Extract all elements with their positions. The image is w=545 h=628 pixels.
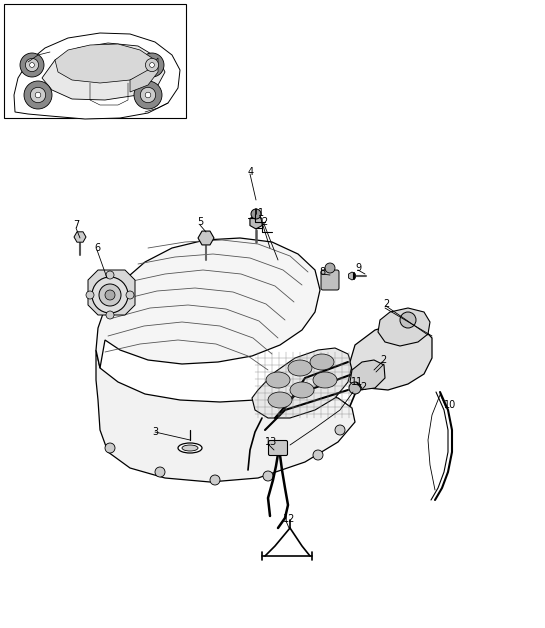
- Text: 10: 10: [444, 400, 456, 410]
- Text: 7: 7: [73, 220, 79, 230]
- Text: 9: 9: [355, 263, 361, 273]
- Text: 12: 12: [283, 514, 295, 524]
- Text: 2: 2: [261, 217, 267, 227]
- Circle shape: [126, 291, 134, 299]
- Circle shape: [145, 92, 151, 98]
- Text: 6: 6: [94, 243, 100, 253]
- Circle shape: [140, 87, 156, 103]
- Polygon shape: [130, 58, 158, 92]
- Text: 1: 1: [258, 208, 264, 218]
- Circle shape: [140, 53, 164, 77]
- Ellipse shape: [290, 382, 314, 398]
- Polygon shape: [252, 348, 352, 418]
- Circle shape: [146, 58, 159, 72]
- Polygon shape: [378, 308, 430, 346]
- Text: 4: 4: [248, 167, 254, 177]
- Circle shape: [149, 63, 154, 67]
- Circle shape: [106, 271, 114, 279]
- Text: 13: 13: [265, 437, 277, 447]
- Text: 11: 11: [351, 377, 364, 387]
- Text: 3: 3: [152, 427, 158, 437]
- Text: 8: 8: [319, 267, 325, 277]
- Ellipse shape: [268, 392, 292, 408]
- Circle shape: [99, 284, 121, 306]
- Polygon shape: [350, 360, 385, 390]
- Circle shape: [20, 53, 44, 77]
- Circle shape: [325, 263, 335, 273]
- Ellipse shape: [313, 372, 337, 388]
- Circle shape: [349, 382, 361, 394]
- Circle shape: [86, 291, 94, 299]
- Circle shape: [92, 277, 128, 313]
- Circle shape: [134, 81, 162, 109]
- Circle shape: [313, 450, 323, 460]
- Circle shape: [263, 471, 273, 481]
- Polygon shape: [88, 270, 135, 315]
- Circle shape: [251, 209, 261, 219]
- Ellipse shape: [182, 445, 198, 451]
- Polygon shape: [350, 322, 432, 390]
- Circle shape: [105, 290, 115, 300]
- Text: 2: 2: [383, 299, 389, 309]
- Circle shape: [29, 63, 34, 67]
- Text: 2: 2: [360, 382, 366, 392]
- Ellipse shape: [178, 443, 202, 453]
- Circle shape: [210, 475, 220, 485]
- Ellipse shape: [310, 354, 334, 370]
- Ellipse shape: [288, 360, 312, 376]
- Polygon shape: [96, 350, 355, 482]
- Circle shape: [24, 81, 52, 109]
- Circle shape: [105, 443, 115, 453]
- Polygon shape: [42, 43, 165, 100]
- Bar: [4, 4, 186, 118]
- Circle shape: [400, 312, 416, 328]
- FancyBboxPatch shape: [321, 270, 339, 290]
- Circle shape: [106, 311, 114, 319]
- Circle shape: [26, 58, 39, 72]
- Polygon shape: [14, 33, 180, 119]
- FancyBboxPatch shape: [269, 440, 288, 455]
- Circle shape: [155, 467, 165, 477]
- Polygon shape: [55, 44, 155, 83]
- Text: 2: 2: [380, 355, 386, 365]
- Polygon shape: [96, 238, 320, 368]
- Circle shape: [31, 87, 46, 103]
- Text: 5: 5: [197, 217, 203, 227]
- Circle shape: [35, 92, 41, 98]
- Ellipse shape: [266, 372, 290, 388]
- Circle shape: [335, 425, 345, 435]
